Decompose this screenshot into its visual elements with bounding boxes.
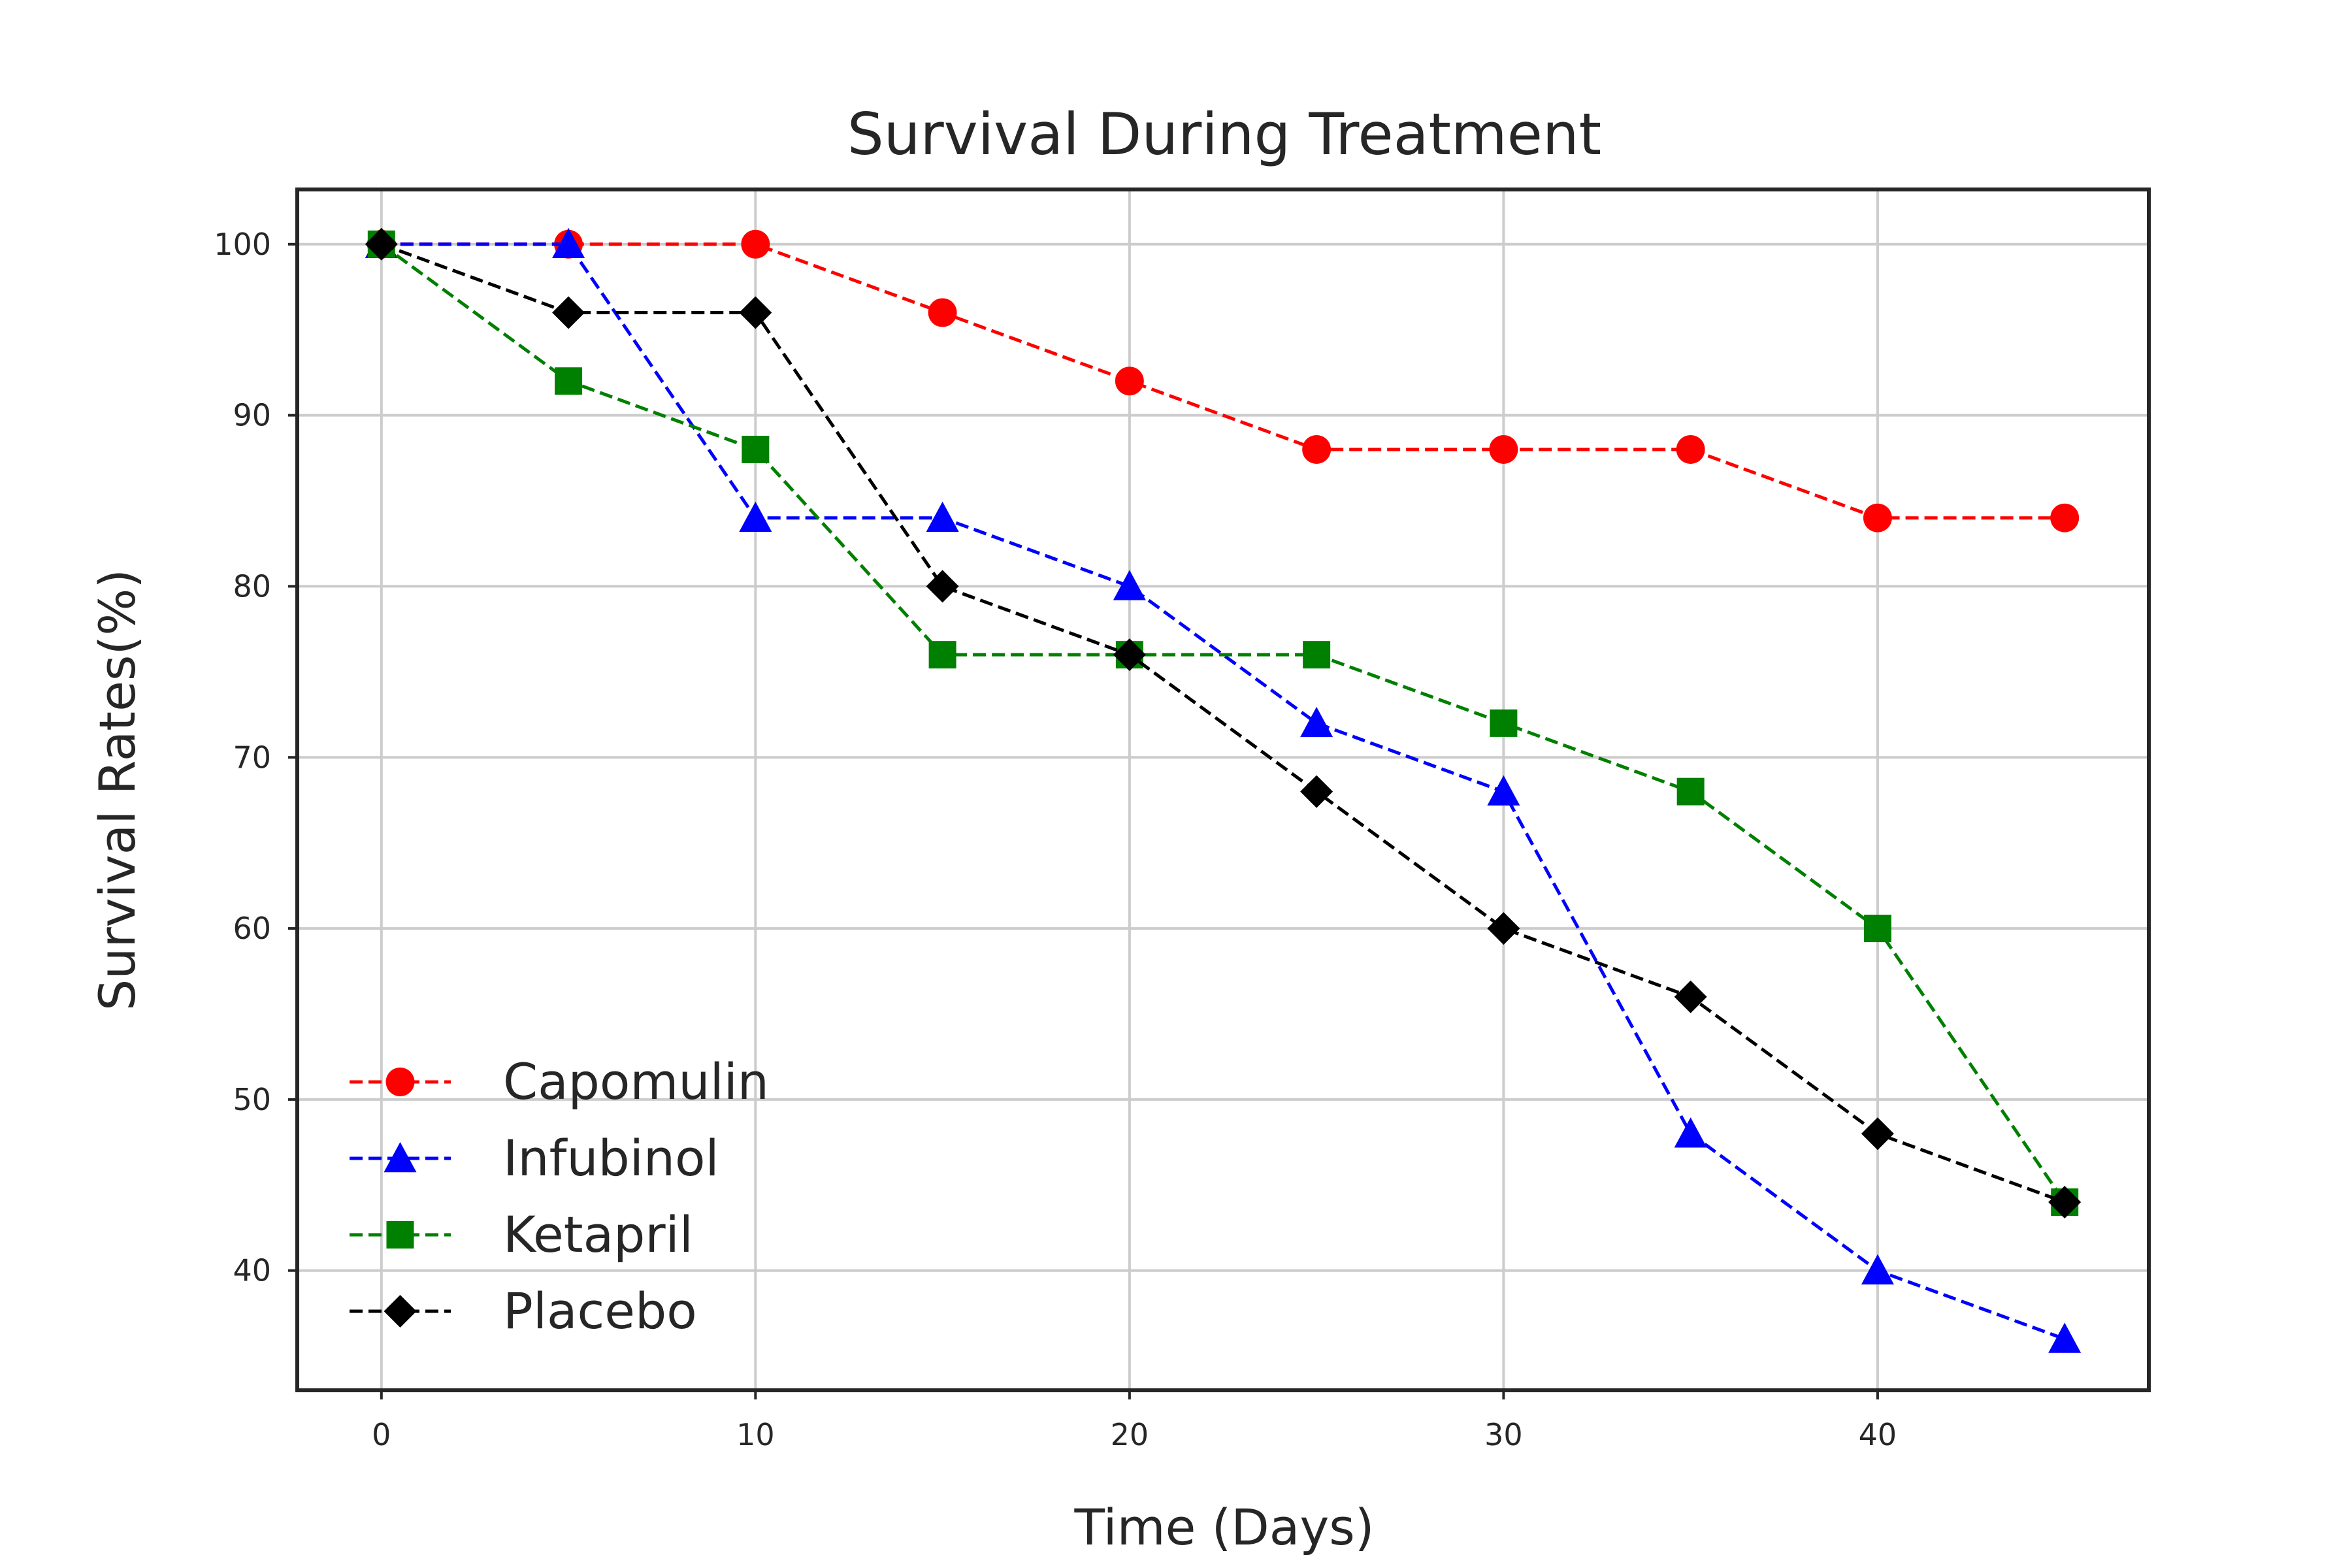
data-point-placebo — [552, 296, 585, 329]
data-point-infubinol — [552, 227, 585, 259]
data-point-placebo — [1861, 1117, 1894, 1151]
data-point-infubinol — [1487, 775, 1520, 806]
plot-frame — [295, 188, 2151, 1392]
series-placebo — [365, 227, 2082, 1218]
series-ketapril — [367, 230, 2079, 1216]
data-point-ketapril — [1863, 915, 1891, 943]
y-tick-label: 70 — [233, 740, 271, 775]
data-point-ketapril — [555, 367, 583, 395]
y-tick-label: 90 — [233, 398, 271, 433]
data-point-infubinol — [1861, 1254, 1894, 1284]
x-tick-label: 0 — [372, 1417, 391, 1452]
data-point-infubinol — [926, 501, 959, 532]
data-point-ketapril — [1303, 641, 1331, 669]
data-point-infubinol — [1113, 570, 1146, 600]
data-point-capomulin — [1302, 434, 1331, 464]
data-point-ketapril — [742, 435, 770, 463]
chart-title: Survival During Treatment — [847, 101, 1601, 168]
legend-label-capomulin: Capomulin — [503, 1053, 769, 1111]
series-layer — [365, 227, 2082, 1353]
data-point-ketapril — [1676, 777, 1705, 806]
y-tick-label: 100 — [214, 227, 271, 262]
series-line-ketapril — [380, 242, 2066, 1203]
data-point-infubinol — [739, 501, 772, 532]
legend-item-placebo: Placebo — [350, 1282, 697, 1340]
y-tick-label: 80 — [233, 568, 271, 604]
legend-item-capomulin: Capomulin — [350, 1053, 769, 1111]
x-tick-label: 20 — [1111, 1417, 1149, 1452]
data-point-infubinol — [2048, 1322, 2082, 1353]
legend-item-ketapril: Ketapril — [350, 1205, 693, 1264]
legend-marker-ketapril — [386, 1221, 414, 1249]
legend-item-infubinol: Infubinol — [350, 1129, 719, 1187]
x-tick-label: 30 — [1484, 1417, 1523, 1452]
y-tick-label: 60 — [233, 911, 271, 946]
y-tick-label: 40 — [233, 1253, 271, 1288]
series-line-capomulin — [381, 242, 2065, 520]
x-tick-label: 40 — [1859, 1417, 1897, 1452]
data-point-ketapril — [1490, 709, 1518, 737]
data-point-placebo — [1300, 775, 1333, 808]
data-point-placebo — [1113, 638, 1146, 672]
legend-marker-infubinol — [384, 1142, 417, 1173]
x-axis-title: Time (Days) — [1073, 1498, 1374, 1556]
series-line-placebo — [380, 242, 2066, 1204]
y-tick-label: 50 — [233, 1082, 271, 1117]
legend-marker-placebo — [384, 1295, 417, 1328]
data-point-capomulin — [1676, 434, 1705, 464]
data-point-infubinol — [1674, 1117, 1707, 1148]
data-point-placebo — [739, 296, 772, 329]
data-point-ketapril — [928, 641, 956, 669]
legend-label-ketapril: Ketapril — [503, 1205, 693, 1264]
series-line-infubinol — [381, 242, 2066, 1341]
x-tick-label: 10 — [736, 1417, 775, 1452]
data-point-placebo — [926, 570, 959, 603]
data-point-placebo — [365, 227, 398, 261]
data-point-placebo — [1487, 912, 1520, 945]
data-point-placebo — [1674, 980, 1707, 1013]
y-axis-title: Survival Rates(%) — [88, 569, 146, 1011]
tick-layer: 0 10 20 30 40 40 50 60 70 80 90 100 — [214, 227, 1897, 1452]
data-point-placebo — [2048, 1185, 2082, 1218]
legend-marker-capomulin — [385, 1068, 415, 1096]
data-point-capomulin — [1489, 434, 1518, 464]
data-point-infubinol — [1300, 706, 1333, 738]
data-point-capomulin — [741, 229, 770, 259]
legend-label-infubinol: Infubinol — [503, 1129, 719, 1187]
data-point-capomulin — [2050, 503, 2080, 532]
data-point-capomulin — [1115, 367, 1144, 396]
legend: Capomulin Infubinol Ketapril Placebo — [350, 1053, 769, 1340]
legend-label-placebo: Placebo — [503, 1282, 697, 1340]
data-point-capomulin — [1863, 503, 1892, 532]
data-point-capomulin — [928, 298, 957, 327]
